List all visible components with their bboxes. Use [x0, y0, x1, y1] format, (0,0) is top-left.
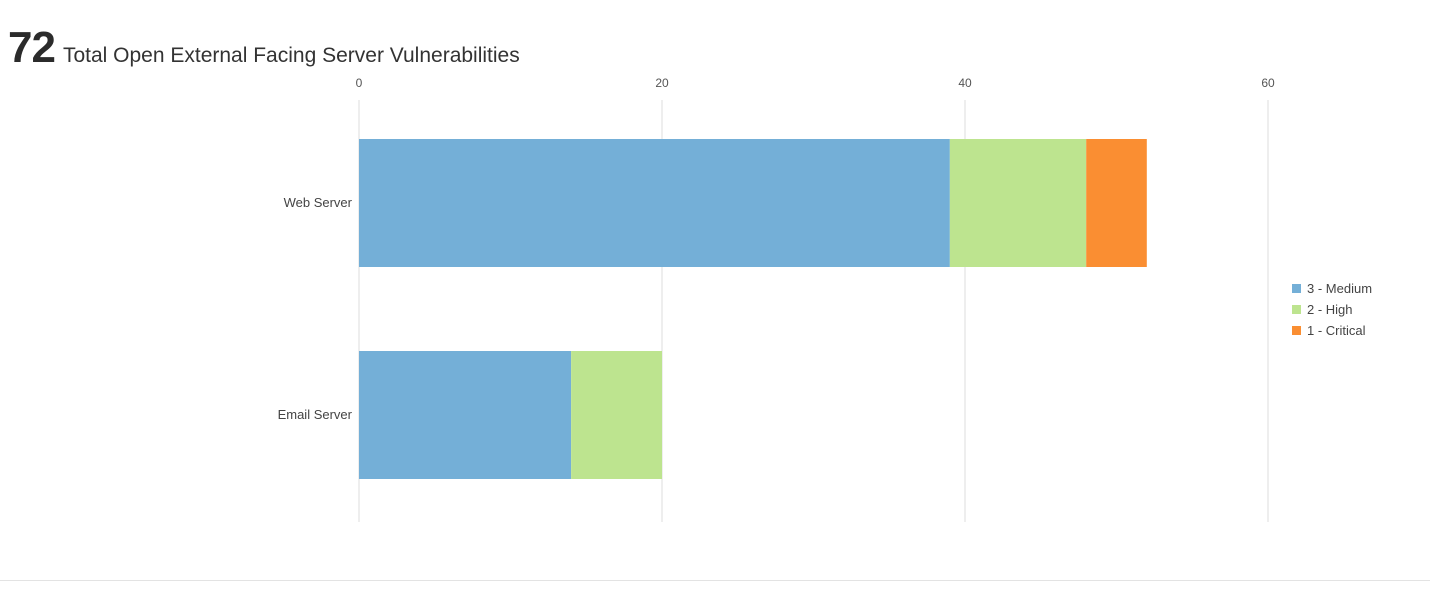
bar-segment-3-medium-email-server[interactable]: [359, 351, 572, 479]
x-tick-label: 60: [1261, 76, 1275, 90]
category-label: Email Server: [278, 407, 353, 422]
category-label: Web Server: [284, 195, 353, 210]
widget-title: Total Open External Facing Server Vulner…: [62, 44, 520, 67]
legend-item[interactable]: 2 - High: [1292, 299, 1372, 320]
legend-swatch: [1292, 305, 1301, 314]
chart-legend: 3 - Medium 2 - High 1 - Critical: [1292, 278, 1372, 341]
bar-segment-1-critical-web-server[interactable]: [1086, 139, 1147, 267]
x-tick-label: 0: [356, 76, 363, 90]
widget-header: 72 Total Open External Facing Server Vul…: [8, 26, 520, 70]
footer-divider: [0, 580, 1430, 581]
total-count: 72: [8, 23, 56, 72]
legend-item[interactable]: 1 - Critical: [1292, 320, 1372, 341]
legend-item[interactable]: 3 - Medium: [1292, 278, 1372, 299]
bar-segment-2-high-web-server[interactable]: [949, 139, 1087, 267]
legend-swatch: [1292, 326, 1301, 335]
legend-label: 2 - High: [1307, 302, 1353, 317]
bar-segment-2-high-email-server[interactable]: [571, 351, 662, 479]
x-tick-label: 20: [655, 76, 669, 90]
legend-swatch: [1292, 284, 1301, 293]
x-tick-label: 40: [958, 76, 972, 90]
legend-label: 3 - Medium: [1307, 281, 1373, 296]
legend-label: 1 - Critical: [1307, 323, 1366, 338]
bar-segment-3-medium-web-server[interactable]: [359, 139, 950, 267]
